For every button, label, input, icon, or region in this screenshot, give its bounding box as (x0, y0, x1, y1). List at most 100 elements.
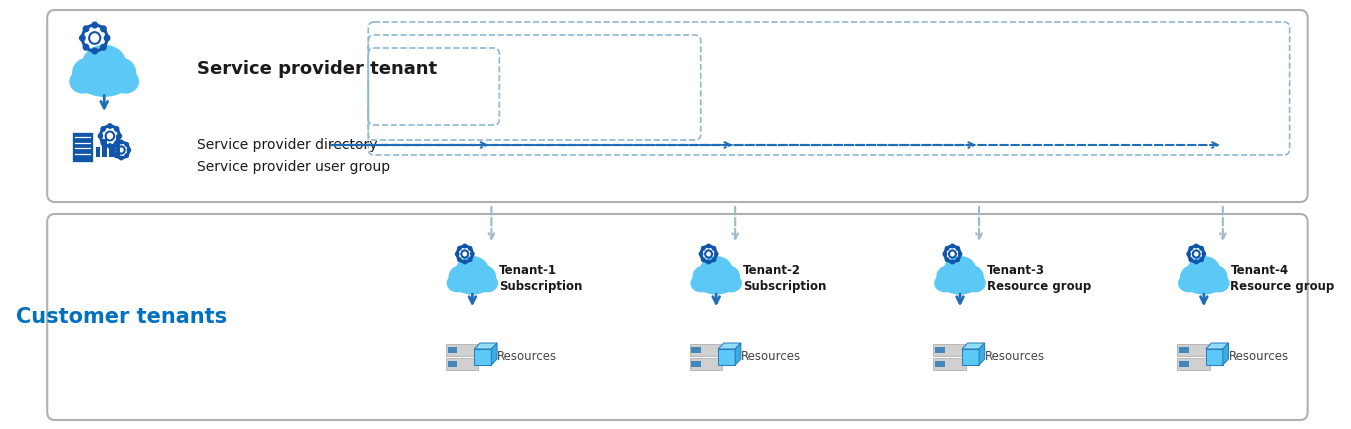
Circle shape (92, 22, 97, 28)
Ellipse shape (81, 71, 127, 96)
Circle shape (1202, 252, 1205, 256)
Circle shape (958, 252, 962, 256)
FancyBboxPatch shape (72, 132, 93, 162)
Ellipse shape (447, 275, 466, 291)
Ellipse shape (70, 70, 96, 93)
Circle shape (712, 247, 716, 250)
Circle shape (108, 124, 112, 128)
Circle shape (707, 244, 711, 248)
Ellipse shape (701, 257, 732, 283)
FancyBboxPatch shape (689, 358, 721, 370)
Ellipse shape (104, 58, 135, 87)
Ellipse shape (692, 275, 709, 291)
Ellipse shape (693, 266, 716, 287)
Circle shape (99, 134, 103, 138)
Bar (116, 135, 120, 157)
Circle shape (101, 141, 105, 145)
Polygon shape (962, 343, 985, 349)
Text: Tenant-2: Tenant-2 (743, 264, 801, 277)
FancyBboxPatch shape (47, 214, 1308, 420)
Circle shape (1194, 244, 1198, 248)
FancyBboxPatch shape (1177, 344, 1209, 356)
Text: Resource group: Resource group (986, 280, 1090, 293)
Ellipse shape (455, 275, 489, 294)
FancyBboxPatch shape (1177, 358, 1209, 370)
Text: Resources: Resources (1228, 350, 1289, 363)
Circle shape (115, 154, 118, 157)
Circle shape (700, 252, 703, 256)
Ellipse shape (943, 275, 977, 294)
Ellipse shape (82, 45, 126, 82)
Ellipse shape (450, 266, 473, 287)
Text: Resources: Resources (985, 350, 1044, 363)
Circle shape (1200, 247, 1204, 250)
Text: Subscription: Subscription (743, 280, 827, 293)
Ellipse shape (938, 266, 961, 287)
Circle shape (715, 252, 717, 256)
Text: Resource group: Resource group (1231, 280, 1335, 293)
Bar (96, 147, 100, 157)
Circle shape (701, 258, 705, 261)
Bar (1179, 347, 1189, 353)
Circle shape (126, 154, 128, 157)
Circle shape (92, 48, 97, 54)
Polygon shape (1205, 343, 1228, 349)
Circle shape (120, 156, 123, 160)
Circle shape (127, 148, 131, 152)
Bar (455, 283, 490, 291)
Circle shape (707, 260, 711, 264)
Ellipse shape (961, 266, 984, 287)
FancyBboxPatch shape (446, 344, 478, 356)
Ellipse shape (723, 275, 742, 291)
Text: Subscription: Subscription (499, 280, 582, 293)
Circle shape (957, 258, 959, 261)
FancyBboxPatch shape (934, 344, 966, 356)
Circle shape (1194, 260, 1198, 264)
Circle shape (701, 247, 705, 250)
Circle shape (126, 142, 128, 146)
Ellipse shape (1188, 275, 1220, 294)
Bar (109, 144, 113, 157)
FancyBboxPatch shape (446, 358, 478, 370)
Circle shape (957, 247, 959, 250)
Ellipse shape (1181, 266, 1204, 287)
Bar (103, 139, 107, 157)
Polygon shape (735, 343, 740, 365)
Bar (447, 347, 457, 353)
FancyBboxPatch shape (47, 10, 1308, 202)
Bar (698, 283, 734, 291)
Circle shape (1189, 258, 1193, 261)
Circle shape (115, 127, 119, 131)
Circle shape (1189, 247, 1193, 250)
Polygon shape (719, 343, 740, 349)
Text: Resources: Resources (497, 350, 557, 363)
Ellipse shape (73, 58, 104, 87)
Ellipse shape (457, 257, 488, 283)
Bar (935, 361, 944, 367)
Circle shape (946, 247, 948, 250)
Circle shape (84, 26, 89, 32)
Bar (962, 349, 979, 365)
Bar (942, 283, 978, 291)
Polygon shape (474, 343, 497, 349)
Bar (692, 361, 701, 367)
Bar (80, 82, 128, 92)
Circle shape (112, 148, 115, 152)
Bar (935, 347, 944, 353)
Ellipse shape (1204, 266, 1227, 287)
Circle shape (1200, 258, 1204, 261)
Circle shape (951, 244, 954, 248)
Bar (1205, 349, 1223, 365)
Circle shape (712, 258, 716, 261)
Circle shape (101, 26, 107, 32)
Ellipse shape (935, 275, 954, 291)
Text: Service provider directory: Service provider directory (197, 138, 378, 152)
Ellipse shape (966, 275, 985, 291)
Text: Service provider user group: Service provider user group (197, 160, 390, 174)
Ellipse shape (1179, 275, 1197, 291)
Circle shape (951, 260, 954, 264)
Text: Customer tenants: Customer tenants (16, 307, 227, 327)
Circle shape (455, 252, 459, 256)
FancyBboxPatch shape (934, 358, 966, 370)
Circle shape (101, 127, 105, 131)
